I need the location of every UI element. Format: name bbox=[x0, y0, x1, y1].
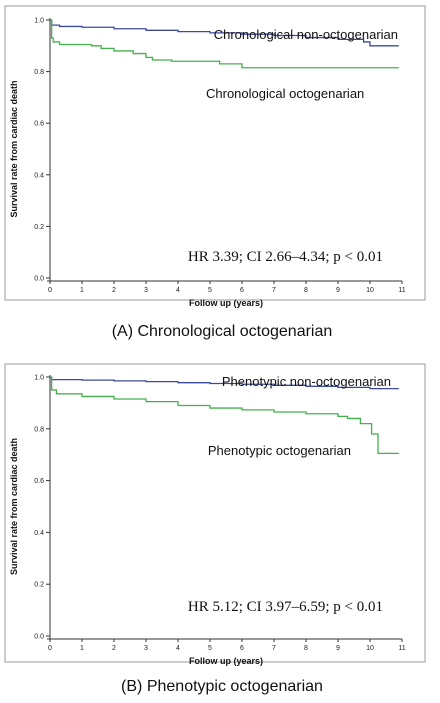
panel-caption: (B) Phenotypic octogenarian bbox=[121, 678, 323, 695]
chart-frame bbox=[4, 5, 426, 301]
x-tick-label: 0 bbox=[48, 287, 52, 294]
x-tick-label: 8 bbox=[304, 645, 308, 652]
series-line-octogenarian bbox=[50, 19, 399, 69]
series-label-non-octogenarian: Phenotypic non-octogenarian bbox=[222, 374, 391, 389]
y-tick-label: 0.4 bbox=[34, 172, 44, 179]
y-tick-label: 0.4 bbox=[34, 530, 44, 537]
x-tick-label: 3 bbox=[144, 645, 148, 652]
x-tick-label: 11 bbox=[398, 287, 405, 294]
chart-frame bbox=[4, 363, 426, 663]
x-tick-label: 4 bbox=[176, 645, 180, 652]
y-tick-label: 1.0 bbox=[34, 18, 44, 25]
x-tick-label: 6 bbox=[240, 287, 244, 294]
x-tick-label: 3 bbox=[144, 287, 148, 294]
chart-panel-2: 0.0 0.2 0.4 0.6 0.8 1.0 0 1 2 3 4 5 6 7 8 9 10 11 Follow u… bbox=[4, 363, 426, 695]
y-axis-label: Survival rate from cardiac death bbox=[9, 80, 19, 217]
x-tick-label: 2 bbox=[112, 645, 116, 652]
series-line-octogenarian bbox=[50, 376, 399, 455]
x-tick-label: 8 bbox=[304, 287, 308, 294]
y-tick-label: 0.0 bbox=[34, 276, 44, 283]
x-tick-label: 5 bbox=[208, 287, 212, 294]
x-tick-label: 5 bbox=[208, 645, 212, 652]
y-tick-label: 0.8 bbox=[34, 426, 44, 433]
chart-panel-1: 0.0 0.2 0.4 0.6 0.8 1.0 0 1 2 3 4 5 6 7 8 9 10 11 Follow u… bbox=[4, 5, 426, 340]
x-tick-label: 2 bbox=[112, 287, 116, 294]
x-tick-label: 9 bbox=[336, 287, 340, 294]
x-tick-label: 11 bbox=[398, 645, 405, 652]
panel-caption: (A) Chronological octogenarian bbox=[112, 323, 333, 340]
x-tick-label: 7 bbox=[272, 645, 276, 652]
x-tick-label: 1 bbox=[80, 645, 84, 652]
hazard-ratio-annotation: HR 3.39; CI 2.66–4.34; p < 0.01 bbox=[188, 249, 383, 265]
axes: 0.0 0.2 0.4 0.6 0.8 1.0 0 1 2 3 4 5 6 7 8 9 10 11 bbox=[34, 18, 405, 295]
series-line-non-octogenarian bbox=[50, 19, 399, 47]
series-line-non-octogenarian bbox=[50, 376, 399, 390]
y-axis-label: Survival rate from cardiac death bbox=[9, 438, 19, 575]
y-tick-label: 0.8 bbox=[34, 69, 44, 76]
y-tick-label: 0.2 bbox=[34, 582, 44, 589]
x-tick-label: 7 bbox=[272, 287, 276, 294]
y-tick-label: 1.0 bbox=[34, 375, 44, 382]
y-tick-label: 0.6 bbox=[34, 121, 44, 128]
y-tick-label: 0.6 bbox=[34, 478, 44, 485]
series-label-octogenarian: Chronological octogenarian bbox=[206, 86, 364, 101]
x-tick-label: 10 bbox=[366, 287, 374, 294]
x-tick-label: 10 bbox=[366, 645, 374, 652]
y-tick-label: 0.0 bbox=[34, 634, 44, 641]
hazard-ratio-annotation: HR 5.12; CI 3.97–6.59; p < 0.01 bbox=[188, 599, 383, 615]
x-tick-label: 9 bbox=[336, 645, 340, 652]
x-tick-label: 6 bbox=[240, 645, 244, 652]
axes: 0.0 0.2 0.4 0.6 0.8 1.0 0 1 2 3 4 5 6 7 8 9 10 11 bbox=[34, 375, 405, 653]
series-label-octogenarian: Phenotypic octogenarian bbox=[208, 443, 351, 458]
x-tick-label: 4 bbox=[176, 287, 180, 294]
y-tick-label: 0.2 bbox=[34, 224, 44, 231]
x-axis-label: Follow up (years) bbox=[189, 656, 263, 666]
x-tick-label: 1 bbox=[80, 287, 84, 294]
x-axis-label: Follow up (years) bbox=[189, 298, 263, 308]
series-label-non-octogenarian: Chronological non-octogenarian bbox=[214, 27, 398, 42]
x-tick-label: 0 bbox=[48, 645, 52, 652]
